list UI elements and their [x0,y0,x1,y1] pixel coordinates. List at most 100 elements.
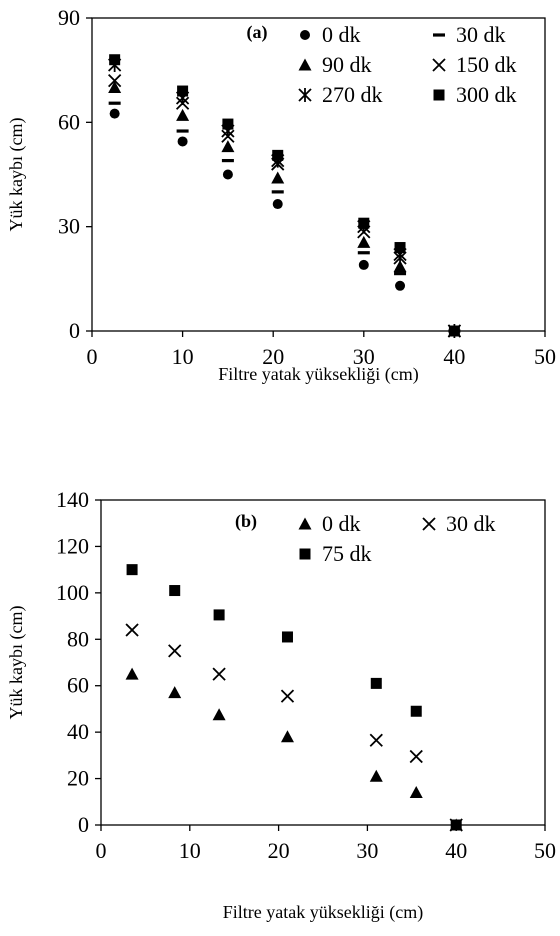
legend-label: 300 dk [456,82,517,107]
data-point [357,235,371,248]
y-tick-label: 140 [56,487,89,512]
data-point [369,733,383,747]
data-point [358,217,370,229]
chart-panel-a: 0 30 60 90 0 10 20 30 40 50 Filtre yatak yüksekliğ… [6,5,556,385]
data-point [272,199,283,210]
legend-marker [300,30,310,40]
legend-marker [432,58,446,72]
data-point [394,272,407,276]
series-30-dk [125,623,463,832]
chart-panel-b: 0 20 40 60 80 100 120 140 0 10 20 30 40 50 Filtre yata… [6,487,556,923]
data-point [369,769,383,782]
legend-marker [433,33,445,37]
x-axis-label: Filtre yatak yüksekliği (cm) [223,902,423,923]
y-tick-label: 20 [67,766,89,791]
data-point [222,118,234,130]
x-tick-label: 50 [534,838,556,863]
data-point [222,169,233,180]
data-point [125,623,139,637]
series-150-dk [108,73,462,338]
x-tick-label: 30 [353,344,375,369]
y-tick-label: 60 [67,673,89,698]
y-tick-label: 100 [56,580,89,605]
data-point [272,149,284,161]
x-tick-label: 0 [87,344,98,369]
legend-label: 30 dk [446,511,496,536]
legend-marker [298,517,312,530]
data-point [176,108,190,121]
series-270-dk [108,57,462,338]
data-point [108,101,121,105]
data-point [393,260,407,273]
x-tick-label: 40 [445,838,467,863]
x-tick-label: 50 [534,344,556,369]
x-tick-label: 10 [179,838,201,863]
y-tick-label: 60 [58,109,80,134]
x-tick-label: 20 [262,344,284,369]
panel-label: (b) [235,511,257,532]
legend-marker [422,517,436,531]
data-point [169,585,181,597]
data-point [125,667,139,680]
data-point [395,280,406,291]
legend-label: 30 dk [456,22,506,47]
series-0-dk [125,667,463,831]
data-point [281,631,293,643]
y-axis-label: Yük kaybı (cm) [6,118,27,232]
data-point [410,705,422,717]
y-tick-label: 0 [78,812,89,837]
legend-label: 0 dk [322,511,361,536]
data-point [409,749,423,764]
legend-label: 150 dk [456,52,517,77]
data-point [280,730,294,743]
plot-area-frame [100,499,546,826]
data-point [221,158,234,163]
data-point [168,686,182,699]
data-point [280,689,295,703]
legend-label: 90 dk [322,52,372,77]
x-tick-label: 20 [268,838,290,863]
data-point [109,108,120,119]
y-axis-label: Yük kaybı (cm) [6,606,27,720]
x-tick-label: 40 [443,344,465,369]
x-tick-label: 30 [356,838,378,863]
legend-marker [433,89,445,101]
series-30-dk [108,101,461,333]
legend-label: 270 dk [322,82,383,107]
data-point [108,73,122,88]
y-tick-label: 40 [67,719,89,744]
legend: 0 dk 30 dk 90 dk 150 dk 270 dk 300 dk [298,22,517,107]
data-point [168,644,182,658]
data-point [109,54,121,66]
data-point [357,251,370,255]
data-point [271,190,284,194]
data-point [358,259,369,270]
y-tick-label: 90 [58,5,80,30]
y-tick-label: 30 [58,214,80,239]
y-tick-label: 80 [67,626,89,651]
y-tick-label: 0 [69,318,80,343]
legend-label: 75 dk [322,541,372,566]
data-point [108,81,122,94]
legend-label: 0 dk [322,22,361,47]
data-point [450,819,462,831]
data-point [212,667,226,681]
data-point [221,140,235,153]
data-point [370,677,382,689]
x-tick-label: 10 [172,344,194,369]
data-point [394,242,406,254]
data-point [176,129,189,133]
legend: 0 dk 30 dk 75 dk [298,511,496,566]
data-point [271,171,285,184]
legend-marker [298,88,312,102]
series-90-dk [108,81,461,337]
x-tick-label: 0 [96,838,107,863]
x-axis-label: Filtre yatak yüksekliği (cm) [218,364,418,385]
legend-marker [298,58,312,71]
plot-area-frame [91,17,546,332]
data-point [126,564,138,576]
y-tick-label: 120 [56,533,89,558]
panel-label: (a) [247,22,268,43]
data-point [213,609,225,621]
